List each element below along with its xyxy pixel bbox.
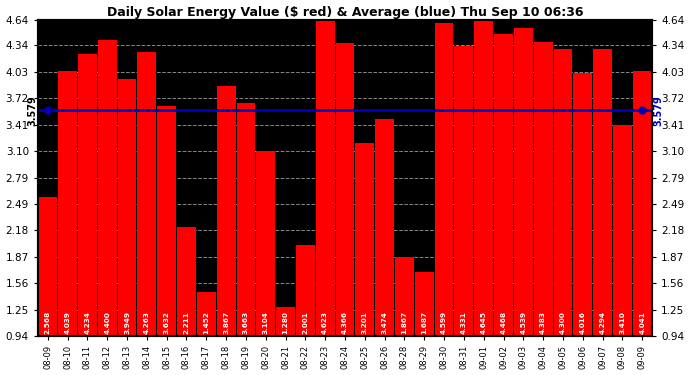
Bar bbox=[455, 46, 473, 375]
Bar bbox=[78, 54, 97, 375]
Bar bbox=[237, 103, 255, 375]
Title: Daily Solar Energy Value ($ red) & Average (blue) Thu Sep 10 06:36: Daily Solar Energy Value ($ red) & Avera… bbox=[107, 6, 583, 18]
Bar bbox=[573, 73, 592, 375]
Text: 4.468: 4.468 bbox=[500, 312, 506, 334]
Text: 2.001: 2.001 bbox=[302, 312, 308, 334]
Bar bbox=[39, 197, 57, 375]
Text: 4.263: 4.263 bbox=[144, 312, 150, 334]
Text: 3.410: 3.410 bbox=[620, 312, 625, 334]
Bar bbox=[415, 272, 434, 375]
Text: 4.645: 4.645 bbox=[481, 312, 486, 334]
Text: 4.383: 4.383 bbox=[540, 312, 546, 334]
Bar bbox=[137, 52, 156, 375]
Text: 4.400: 4.400 bbox=[104, 312, 110, 334]
Text: 4.599: 4.599 bbox=[441, 311, 447, 334]
Bar bbox=[117, 79, 137, 375]
Text: 4.039: 4.039 bbox=[65, 312, 70, 334]
Text: 3.104: 3.104 bbox=[263, 312, 268, 334]
Text: 2.568: 2.568 bbox=[45, 311, 51, 334]
Text: 1.687: 1.687 bbox=[422, 312, 427, 334]
Bar bbox=[435, 23, 453, 375]
Text: 3.949: 3.949 bbox=[124, 312, 130, 334]
Bar bbox=[474, 19, 493, 375]
Bar bbox=[177, 228, 196, 375]
Text: 4.331: 4.331 bbox=[461, 312, 467, 334]
Bar bbox=[58, 71, 77, 375]
Bar bbox=[316, 21, 335, 375]
Bar bbox=[613, 125, 632, 375]
Bar bbox=[494, 34, 513, 375]
Text: 1.452: 1.452 bbox=[204, 312, 209, 334]
Text: 2.211: 2.211 bbox=[184, 312, 190, 334]
Text: 3.579: 3.579 bbox=[653, 95, 663, 126]
Bar bbox=[375, 120, 394, 375]
Bar bbox=[633, 71, 651, 375]
Text: 1.280: 1.280 bbox=[282, 312, 288, 334]
Text: 4.294: 4.294 bbox=[600, 312, 606, 334]
Bar bbox=[335, 43, 355, 375]
Text: 1.867: 1.867 bbox=[402, 312, 408, 334]
Text: 4.041: 4.041 bbox=[639, 312, 645, 334]
Bar bbox=[355, 143, 374, 375]
Bar bbox=[553, 49, 573, 375]
Text: Copyright 2009 Cartronics.com: Copyright 2009 Cartronics.com bbox=[41, 26, 182, 35]
Text: 3.632: 3.632 bbox=[164, 312, 170, 334]
Bar bbox=[157, 106, 176, 375]
Bar bbox=[276, 307, 295, 375]
Text: 4.016: 4.016 bbox=[580, 312, 586, 334]
Bar bbox=[593, 50, 612, 375]
Text: 3.201: 3.201 bbox=[362, 312, 368, 334]
Bar bbox=[217, 86, 235, 375]
Text: 3.867: 3.867 bbox=[223, 312, 229, 334]
Text: 4.300: 4.300 bbox=[560, 312, 566, 334]
Text: 4.623: 4.623 bbox=[322, 312, 328, 334]
Bar bbox=[296, 245, 315, 375]
Bar bbox=[534, 42, 553, 375]
Text: 4.366: 4.366 bbox=[342, 312, 348, 334]
Text: 3.663: 3.663 bbox=[243, 312, 249, 334]
Text: 4.539: 4.539 bbox=[520, 312, 526, 334]
Text: 3.474: 3.474 bbox=[382, 312, 388, 334]
Bar bbox=[395, 257, 414, 375]
Bar bbox=[514, 28, 533, 375]
Bar bbox=[256, 151, 275, 375]
Bar bbox=[98, 40, 117, 375]
Text: 4.234: 4.234 bbox=[84, 312, 90, 334]
Bar bbox=[197, 292, 216, 375]
Text: 3.579: 3.579 bbox=[28, 95, 38, 126]
